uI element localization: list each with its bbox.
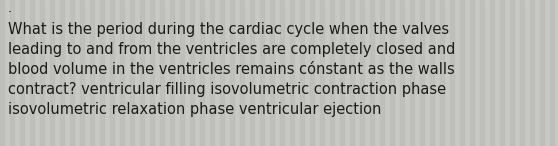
Bar [90, 0, 94, 146]
Bar [0, 0, 4, 146]
Bar [450, 0, 454, 146]
Bar [260, 0, 264, 146]
Bar [540, 0, 544, 146]
Bar [180, 0, 184, 146]
Bar [510, 0, 514, 146]
Bar [190, 0, 194, 146]
Text: contract? ventricular filling isovolumetric contraction phase: contract? ventricular filling isovolumet… [8, 82, 446, 97]
Bar [340, 0, 344, 146]
Bar [240, 0, 244, 146]
Bar [80, 0, 84, 146]
Bar [460, 0, 464, 146]
Bar [120, 0, 124, 146]
Bar [410, 0, 414, 146]
Bar [70, 0, 74, 146]
Bar [310, 0, 314, 146]
Bar [480, 0, 484, 146]
Bar [500, 0, 504, 146]
Bar [220, 0, 224, 146]
Bar [270, 0, 274, 146]
Bar [390, 0, 394, 146]
Bar [60, 0, 64, 146]
Bar [250, 0, 254, 146]
Bar [490, 0, 494, 146]
Bar [350, 0, 354, 146]
Bar [140, 0, 144, 146]
Bar [50, 0, 54, 146]
Text: blood volume in the ventricles remains cónstant as the walls: blood volume in the ventricles remains c… [8, 62, 455, 77]
Bar [440, 0, 444, 146]
Bar [360, 0, 364, 146]
Bar [300, 0, 304, 146]
Bar [290, 0, 294, 146]
Bar [320, 0, 324, 146]
Bar [150, 0, 154, 146]
Bar [280, 0, 284, 146]
Bar [40, 0, 44, 146]
Bar [430, 0, 434, 146]
Bar [230, 0, 234, 146]
Bar [400, 0, 404, 146]
Text: isovolumetric relaxation phase ventricular ejection: isovolumetric relaxation phase ventricul… [8, 102, 381, 117]
Bar [420, 0, 424, 146]
Bar [530, 0, 534, 146]
Bar [370, 0, 374, 146]
Bar [330, 0, 334, 146]
Bar [210, 0, 214, 146]
Bar [100, 0, 104, 146]
Bar [20, 0, 24, 146]
Bar [30, 0, 34, 146]
Bar [130, 0, 134, 146]
Text: What is the period during the cardiac cycle when the valves: What is the period during the cardiac cy… [8, 22, 449, 37]
Bar [170, 0, 174, 146]
Bar [380, 0, 384, 146]
Bar [470, 0, 474, 146]
Bar [200, 0, 204, 146]
Bar [10, 0, 14, 146]
Bar [550, 0, 554, 146]
Text: leading to and from the ventricles are completely closed and: leading to and from the ventricles are c… [8, 42, 455, 57]
Bar [110, 0, 114, 146]
Bar [520, 0, 524, 146]
Text: ·: · [8, 6, 12, 19]
Bar [160, 0, 164, 146]
